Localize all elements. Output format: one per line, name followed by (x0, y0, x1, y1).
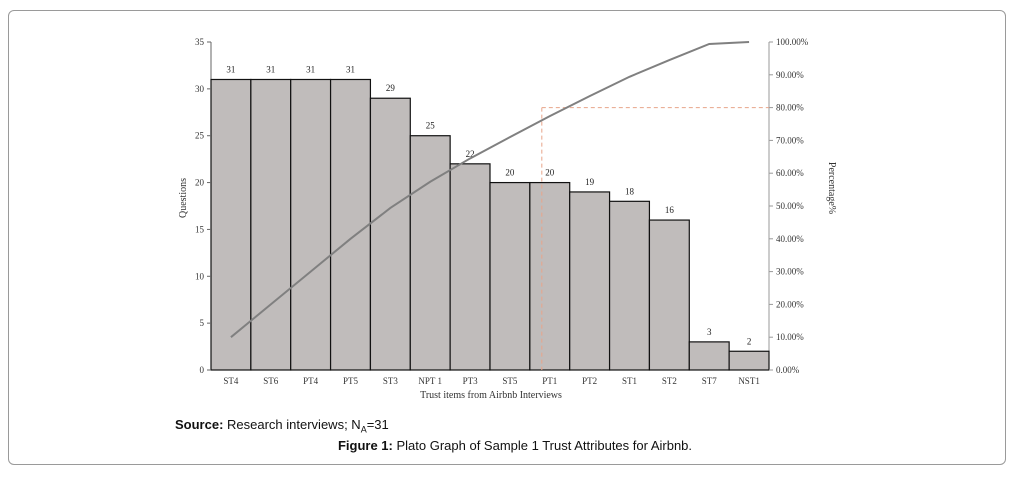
bar (290, 78, 332, 371)
bar-value-label: 19 (585, 177, 595, 187)
bars (210, 78, 770, 371)
bar-value-label: 16 (665, 205, 675, 215)
x-tick-label: NST1 (738, 376, 760, 386)
y-axis-title: Questions (178, 178, 189, 218)
y2-tick-label: 70.00% (776, 135, 804, 145)
bar (250, 78, 292, 371)
y2-tick-label: 0.00% (776, 365, 800, 375)
x-tick-label: ST7 (702, 376, 718, 386)
bar-value-label: 31 (226, 64, 235, 74)
cumulative-line (230, 41, 750, 338)
bar-value-label: 31 (266, 64, 275, 74)
y-tick-label: 0 (200, 365, 205, 375)
bar-labels: 31 31 31 31 29 25 22 20 20 19 18 16 3 2 (226, 64, 751, 346)
bar (688, 341, 730, 371)
y-tick-label: 15 (195, 224, 205, 234)
x-tick-label: ST6 (263, 376, 279, 386)
bar (648, 219, 690, 371)
bar-value-label: 31 (306, 64, 315, 74)
bar (329, 78, 372, 371)
y2-tick-label: 40.00% (776, 234, 804, 244)
x-tick-label: NPT 1 (418, 376, 442, 386)
bar-value-label: 31 (346, 64, 355, 74)
source-subscript: A (360, 424, 367, 435)
bar-value-label: 22 (466, 149, 475, 159)
x-tick-label: PT5 (343, 376, 359, 386)
y2-tick-label: 80.00% (776, 103, 804, 113)
tick-labels: 051015202530350.00%10.00%20.00%30.00%40.… (195, 37, 809, 386)
y2-tick-label: 50.00% (776, 201, 804, 211)
x-tick-label: ST1 (622, 376, 637, 386)
bar (489, 181, 531, 371)
y-tick-label: 25 (195, 131, 205, 141)
bar (608, 200, 651, 371)
x-tick-label: PT1 (542, 376, 557, 386)
source-tail: =31 (366, 417, 389, 432)
figure-text: Plato Graph of Sample 1 Trust Attributes… (392, 438, 693, 453)
bar-value-label: 20 (505, 168, 515, 178)
bar (728, 350, 770, 371)
y-tick-label: 35 (195, 37, 205, 47)
y2-tick-label: 30.00% (776, 267, 804, 277)
bar-value-label: 29 (386, 83, 396, 93)
y-tick-label: 20 (195, 178, 205, 188)
reference-80-percent (541, 107, 769, 370)
x-axis-title: Trust items from Airbnb Interviews (420, 390, 562, 401)
y-tick-label: 5 (200, 318, 205, 328)
figure-label: Figure 1: (337, 438, 393, 453)
figure-caption: Figure 1: Plato Graph of Sample 1 Trust … (0, 438, 1030, 453)
bar-value-label: 3 (707, 327, 712, 337)
x-tick-label: ST2 (662, 376, 677, 386)
bar (210, 78, 252, 371)
y-tick-label: 10 (195, 271, 205, 281)
bar-value-label: 18 (625, 186, 635, 196)
source-text: Research interviews; N (223, 417, 361, 432)
y2-tick-label: 60.00% (776, 168, 804, 178)
source-note: Source: Research interviews; NA=31 (175, 417, 389, 435)
y-tick-label: 30 (195, 84, 205, 94)
x-tick-label: PT3 (463, 376, 479, 386)
y2-tick-label: 10.00% (776, 332, 804, 342)
bar (529, 181, 571, 371)
x-tick-label: ST5 (502, 376, 518, 386)
bar (569, 191, 611, 371)
y2-axis-title: Percentage% (826, 162, 837, 214)
source-label: Source: (175, 417, 224, 432)
y2-tick-label: 90.00% (776, 70, 804, 80)
x-tick-label: PT2 (582, 376, 597, 386)
x-tick-label: ST3 (383, 376, 399, 386)
bar-value-label: 25 (426, 121, 436, 131)
bar-value-label: 2 (747, 336, 752, 346)
bar (409, 135, 451, 371)
bar-value-label: 20 (545, 168, 555, 178)
y2-tick-label: 100.00% (776, 37, 809, 47)
x-tick-label: PT4 (303, 376, 319, 386)
bar (369, 97, 411, 371)
x-tick-label: ST4 (223, 376, 239, 386)
cumulative-percentage-line (230, 41, 750, 338)
bar (449, 163, 491, 371)
y2-tick-label: 20.00% (776, 299, 804, 309)
